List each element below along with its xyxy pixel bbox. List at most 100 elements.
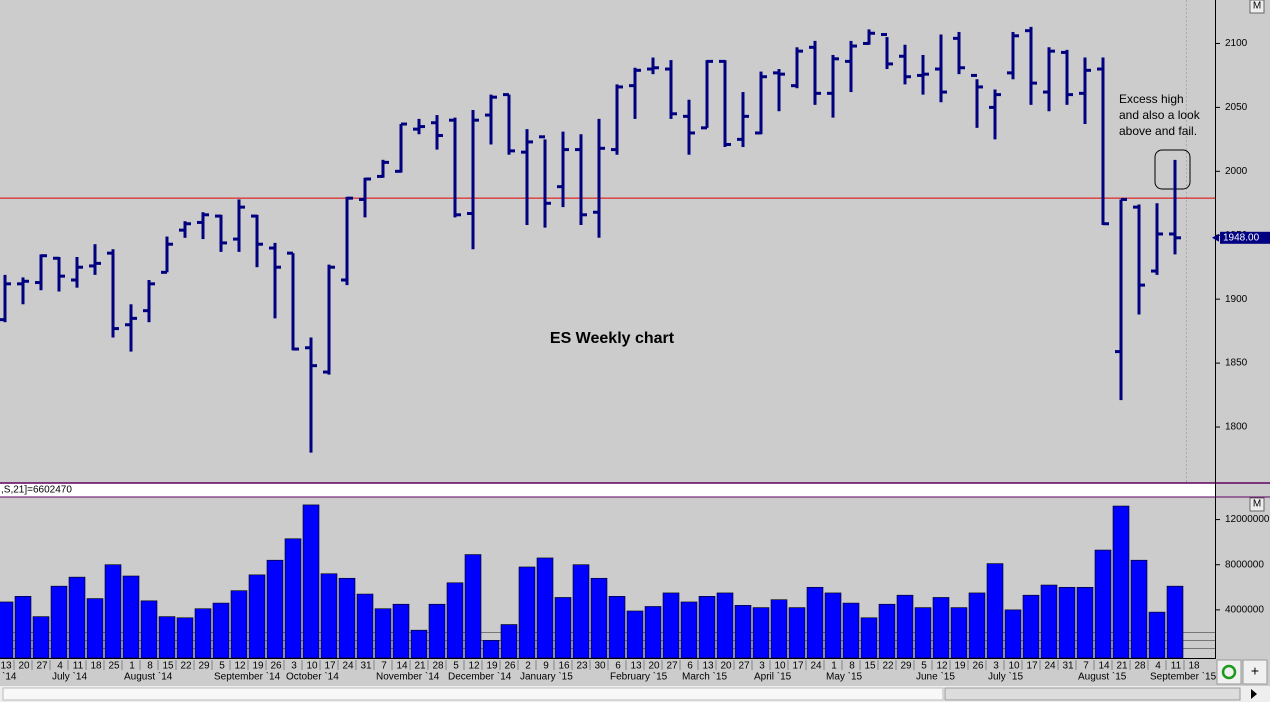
last-price-pointer — [1212, 233, 1219, 242]
volume-bar — [176, 617, 194, 659]
x-tick-label: 31 — [360, 661, 372, 672]
x-tick-label: 29 — [900, 661, 912, 672]
month-label: September `15 — [1150, 671, 1217, 683]
x-tick-label: 11 — [1171, 661, 1182, 672]
x-tick-label: 19 — [954, 661, 966, 672]
x-tick-label: 29 — [198, 661, 210, 672]
volume-bar — [608, 596, 626, 659]
volume-bar — [734, 605, 752, 659]
month-label: December `14 — [448, 671, 512, 683]
volume-bar — [374, 608, 392, 659]
indicator-label: ,S,21]=6602470 — [1, 485, 72, 496]
x-tick-label: 22 — [180, 661, 192, 672]
month-label: April `15 — [754, 671, 792, 683]
month-label: June `15 — [916, 671, 955, 683]
volume-bar — [824, 592, 842, 659]
annotation: Excess high — [1119, 92, 1184, 106]
y-tick-label: 2000 — [1225, 166, 1248, 177]
x-tick-label: 26 — [972, 661, 984, 672]
volume-bar — [50, 585, 68, 659]
scrollbar-thumb[interactable] — [944, 687, 1241, 701]
maximize-button[interactable] — [1249, 0, 1265, 14]
x-tick-label: 18 — [1188, 661, 1200, 672]
volume-bar — [896, 594, 914, 659]
x-tick-label: 14 — [396, 661, 408, 672]
volume-bar — [626, 610, 644, 659]
month-label: July `14 — [52, 671, 87, 683]
maximize-button[interactable] — [1249, 497, 1265, 512]
x-tick-label: 15 — [864, 661, 876, 672]
x-tick-label: 5 — [219, 661, 225, 672]
y-tick-label: 1850 — [1225, 358, 1248, 369]
x-tick-label: 24 — [1044, 661, 1056, 672]
volume-bar — [590, 577, 608, 659]
x-tick-label: 24 — [810, 661, 822, 672]
volume-bar — [662, 592, 680, 659]
volume-bar — [842, 602, 860, 659]
volume-bar — [446, 582, 464, 659]
volume-bar — [878, 603, 896, 659]
x-tick-label: 7 — [1083, 661, 1089, 672]
volume-bar — [158, 616, 176, 659]
x-tick-label: 31 — [1062, 661, 1074, 672]
y-tick-label: 4000000 — [1225, 604, 1264, 615]
x-tick-label: 14 — [1098, 661, 1110, 672]
volume-bar — [122, 575, 140, 659]
refresh-button[interactable] — [1216, 659, 1242, 685]
volume-bar — [68, 576, 86, 659]
volume-bar — [518, 566, 536, 659]
x-tick-label: 13 — [702, 661, 714, 672]
volume-bar — [194, 608, 212, 659]
volume-bar — [266, 559, 284, 659]
volume-bar — [698, 596, 716, 659]
x-tick-label: 27 — [666, 661, 678, 672]
x-tick-label: 17 — [792, 661, 804, 672]
month-label: July `15 — [988, 671, 1023, 683]
volume-bar — [860, 617, 878, 659]
x-tick-label: 28 — [432, 661, 444, 672]
x-tick-label: 24 — [342, 661, 354, 672]
add-button[interactable] — [1242, 659, 1268, 685]
volume-bar — [644, 606, 662, 659]
month-label: August `14 — [124, 671, 173, 683]
volume-bar — [1166, 585, 1184, 659]
x-tick-label: 11 — [73, 661, 84, 672]
volume-bar — [428, 603, 446, 659]
volume-bar — [302, 504, 320, 659]
y-tick-label: 12000000 — [1225, 514, 1270, 525]
x-tick-label: 4 — [1155, 661, 1161, 672]
x-tick-label: 15 — [162, 661, 174, 672]
x-tick-label: 18 — [90, 661, 102, 672]
volume-bar — [680, 601, 698, 659]
x-tick-label: 13 — [0, 661, 12, 672]
volume-bar — [752, 607, 770, 659]
x-tick-label: 2 — [525, 661, 531, 672]
month-label: September `14 — [214, 671, 281, 683]
x-tick-label: 30 — [594, 661, 606, 672]
volume-bar — [1076, 586, 1094, 659]
volume-bar — [410, 629, 428, 659]
x-tick-label: 3 — [759, 661, 765, 672]
volume-bar — [1130, 559, 1148, 659]
volume-bar — [230, 590, 248, 659]
volume-bar — [482, 640, 500, 659]
scroll-right[interactable] — [1251, 689, 1257, 699]
x-tick-label: 1 — [831, 661, 837, 672]
volume-bar — [356, 593, 374, 659]
volume-bar — [338, 577, 356, 659]
month-label: January `15 — [520, 671, 573, 683]
volume-bar — [716, 592, 734, 659]
volume-bar — [212, 602, 230, 659]
indicator-bar — [0, 483, 1216, 497]
month-label: November `14 — [376, 671, 440, 683]
volume-bar — [104, 564, 122, 659]
month-label: October `14 — [286, 671, 339, 683]
y-tick-label: 2100 — [1225, 38, 1248, 49]
x-tick-label: 19 — [252, 661, 264, 672]
annotation: above and fail. — [1119, 124, 1197, 138]
x-tick-label: 10 — [306, 661, 318, 672]
volume-bar — [0, 601, 14, 659]
x-tick-label: 17 — [324, 661, 336, 672]
x-tick-label: 19 — [486, 661, 498, 672]
